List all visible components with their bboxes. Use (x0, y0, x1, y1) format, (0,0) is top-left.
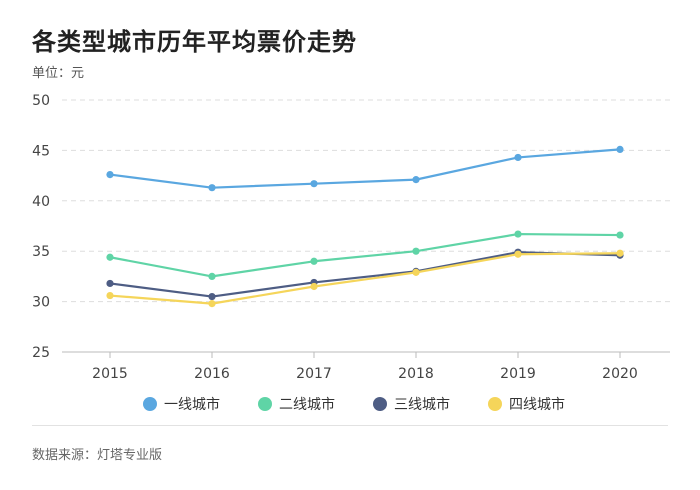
data-point-s4-2018 (412, 268, 420, 276)
data-point-s4-2020 (616, 249, 624, 257)
legend-marker-2 (258, 397, 272, 411)
series-line-3 (109, 251, 621, 298)
y-tick-label-45: 45 (32, 143, 50, 159)
data-point-s1-2019 (514, 153, 522, 162)
data-point-s3-2016 (208, 292, 216, 301)
y-tick-label-35: 35 (32, 244, 50, 260)
x-tick-label-2015: 2015 (92, 366, 128, 382)
series-line-1 (109, 148, 621, 189)
source-note: 数据来源：灯塔专业版 (32, 448, 163, 463)
legend-label-3: 三线城市 (394, 396, 450, 413)
chart-title: 各类型城市历年平均票价走势 (32, 28, 357, 56)
data-point-s1-2020 (616, 145, 624, 153)
line-chart: 25 30 35 40 45 50 2015 2016 2017 2018 2019 2020 一线城市… (32, 93, 670, 413)
y-tick-label-30: 30 (32, 295, 50, 311)
x-tick-label-2018: 2018 (398, 366, 434, 382)
data-point-s1-2015 (106, 170, 114, 179)
data-point-s1-2017 (310, 180, 318, 188)
x-tick-label-2017: 2017 (296, 366, 332, 382)
legend-marker-3 (373, 397, 387, 411)
x-tick-label-2020: 2020 (602, 366, 638, 382)
legend-marker-1 (143, 397, 157, 411)
x-tick-label-2016: 2016 (194, 366, 230, 382)
y-tick-label-40: 40 (32, 194, 50, 210)
y-tick-label-25: 25 (32, 345, 50, 361)
divider (32, 425, 668, 426)
series-line-4 (109, 252, 621, 305)
data-point-s2-2020 (616, 231, 624, 239)
series-line-2 (109, 232, 621, 278)
data-point-s1-2016 (208, 184, 216, 192)
data-point-s4-2017 (310, 282, 318, 291)
data-point-s3-2015 (106, 279, 114, 288)
x-tick-label-2019: 2019 (500, 366, 536, 382)
legend-label-4: 四线城市 (509, 396, 565, 413)
legend-label-2: 二线城市 (279, 396, 335, 413)
data-point-s1-2018 (412, 176, 420, 184)
y-tick-label-50: 50 (32, 93, 50, 109)
data-point-s4-2016 (208, 300, 216, 308)
data-point-s4-2015 (106, 291, 114, 300)
data-point-s2-2015 (106, 253, 114, 261)
legend-marker-4 (488, 397, 502, 411)
data-point-s2-2017 (310, 257, 318, 265)
data-point-s2-2019 (514, 230, 522, 238)
data-point-s2-2018 (412, 247, 420, 255)
legend-label-1: 一线城市 (164, 396, 220, 413)
data-point-s4-2019 (514, 250, 522, 258)
unit-label: 单位：元 (32, 66, 85, 81)
data-point-s2-2016 (208, 272, 216, 280)
